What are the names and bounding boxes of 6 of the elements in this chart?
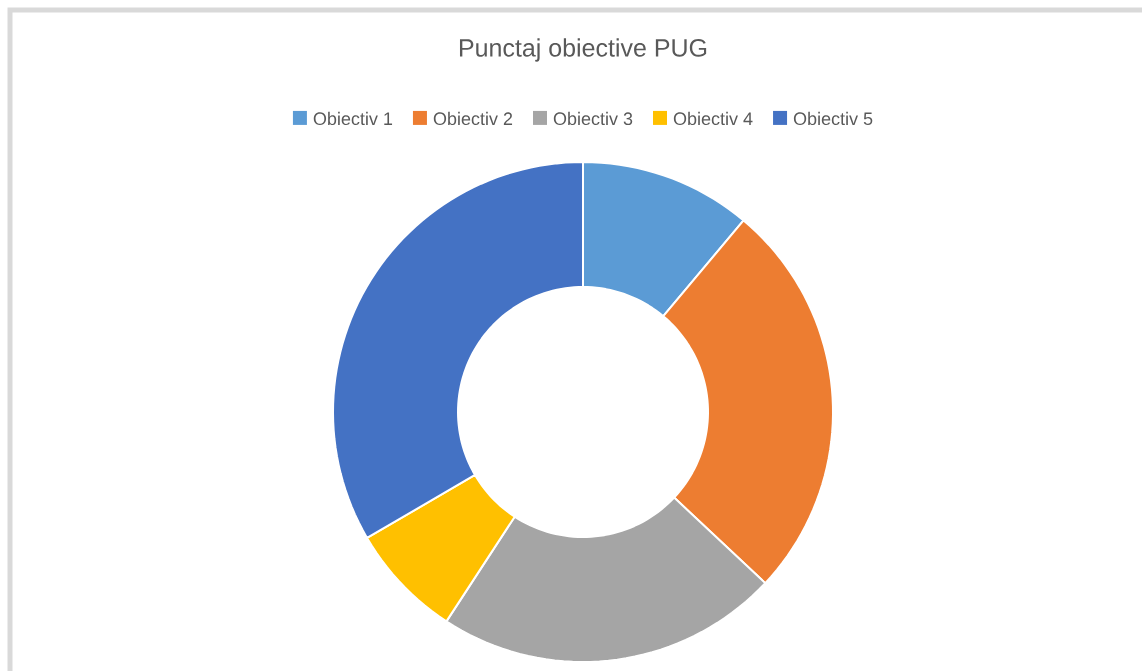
legend-label: Obiectiv 1 (313, 111, 393, 126)
legend-label: Obiectiv 4 (673, 111, 753, 126)
legend-label: Obiectiv 3 (553, 111, 633, 126)
legend-label: Obiectiv 2 (433, 111, 513, 126)
legend-label: Obiectiv 5 (793, 111, 873, 126)
chart-title: Punctaj obiective PUG (459, 38, 707, 62)
